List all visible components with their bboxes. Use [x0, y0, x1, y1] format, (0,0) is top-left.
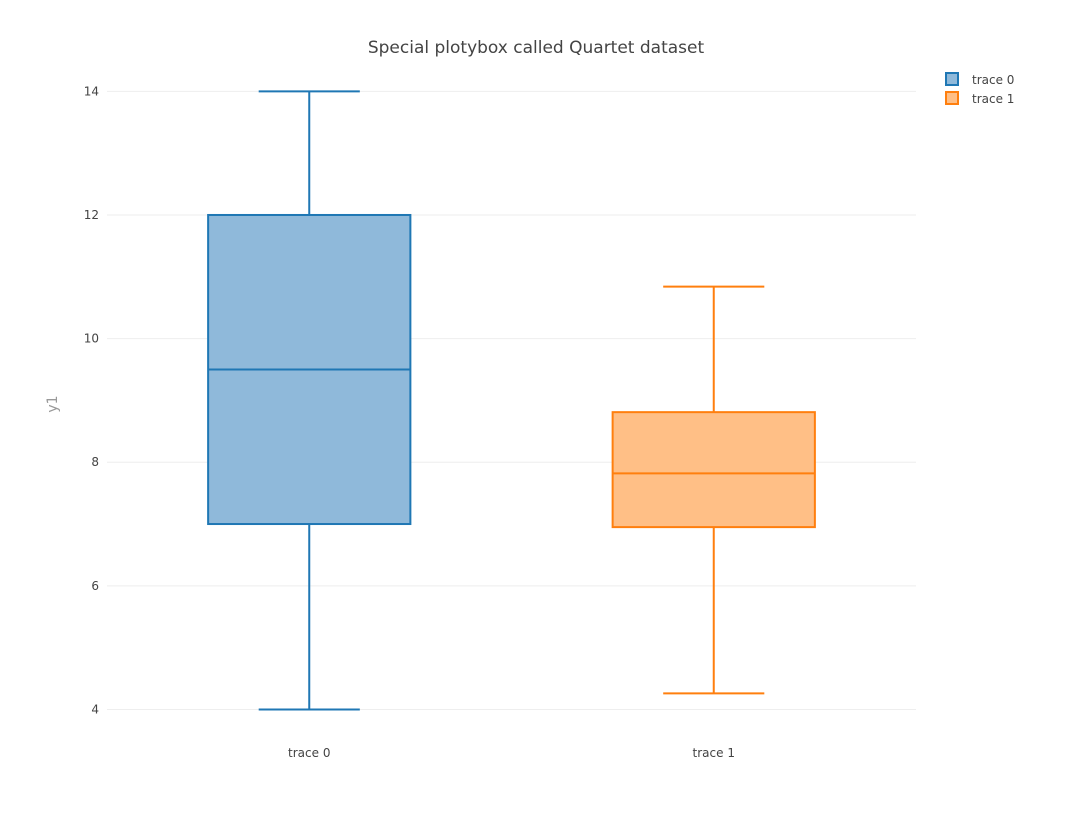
box-layer — [207, 90, 816, 711]
chart-title: Special plotybox called Quartet dataset — [368, 38, 705, 58]
y-tick-label: 10 — [84, 332, 99, 346]
y-tick-label: 4 — [91, 702, 99, 716]
legend-item-trace-1[interactable]: trace 1 — [945, 91, 1014, 106]
box-trace-1[interactable] — [611, 285, 816, 695]
box-trace-0[interactable] — [207, 90, 412, 711]
y-tick-label: 6 — [91, 579, 99, 593]
y-axis-title: y1 — [45, 395, 61, 412]
legend-label: trace 1 — [972, 92, 1014, 106]
x-tick-label: trace 1 — [693, 746, 735, 760]
legend-swatch — [945, 91, 959, 105]
y-tick-label: 12 — [84, 208, 99, 222]
y-tick-label: 8 — [91, 455, 99, 469]
legend[interactable]: trace 0 trace 1 — [945, 72, 1014, 106]
legend-swatch — [945, 72, 959, 86]
x-tick-labels: trace 0 trace 1 — [288, 746, 735, 760]
legend-item-trace-0[interactable]: trace 0 — [945, 72, 1014, 87]
x-tick-label: trace 0 — [288, 746, 330, 760]
legend-label: trace 0 — [972, 73, 1014, 87]
y-tick-labels: 4 6 8 10 12 14 — [84, 84, 99, 716]
iqr-box[interactable] — [611, 411, 816, 529]
y-tick-label: 14 — [84, 84, 99, 98]
